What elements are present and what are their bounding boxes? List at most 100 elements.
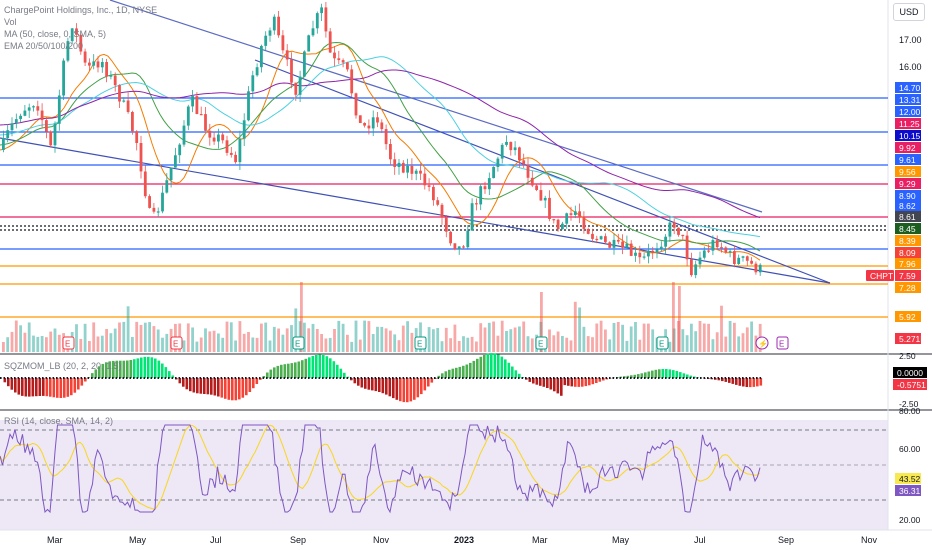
volume-bar (720, 305, 723, 352)
candle-body (36, 106, 40, 111)
candle-body (444, 217, 448, 232)
rsi-level-text: 36.31 (899, 486, 921, 496)
earnings-marker-box (535, 336, 548, 350)
candle-body (715, 240, 719, 248)
sqzmom-dot (521, 377, 524, 379)
sqzmom-dot (721, 377, 723, 379)
sqzmom-bar (668, 369, 672, 378)
candle-body (591, 233, 594, 239)
sqzmom-bar (168, 371, 171, 378)
candle-body (27, 107, 31, 111)
sqzmom-dot (665, 377, 667, 379)
sqzmom-dot (395, 377, 398, 379)
sqzmom-dot (42, 377, 44, 379)
volume-bar (83, 323, 87, 352)
sqzmom-bar (59, 378, 63, 398)
earnings-marker-label: E (417, 340, 422, 349)
sqzmom-bar (325, 356, 329, 378)
volume-bar (548, 329, 551, 352)
sqzmom-dot (94, 377, 97, 379)
time-axis-label: Mar (47, 535, 63, 545)
candle-body (255, 67, 259, 76)
sqzmom-bar (735, 378, 738, 385)
sqzmom-bar (140, 357, 143, 378)
candle-body (10, 123, 14, 131)
sqzmom-title[interactable]: SQZMOM_LB (20, 2, 20, 1.5) (4, 361, 122, 371)
volume-bar (337, 320, 341, 352)
sqzmom-dot (210, 377, 212, 379)
ma-legend[interactable]: MA (50, close, 0, SMA, 5) (4, 29, 107, 39)
volume-bar (186, 323, 190, 352)
candle-body (367, 125, 371, 129)
sqzmom-bar (458, 366, 462, 378)
volume-bar (225, 321, 229, 352)
sqzmom-bar (273, 367, 276, 378)
sqzmom-bar (756, 378, 759, 387)
sqzmom-dot (595, 377, 597, 379)
candle-body (419, 170, 422, 174)
volume-bar (573, 301, 577, 352)
volume-bar (315, 329, 319, 352)
sqzmom-bar (322, 355, 325, 378)
volume-bar (393, 334, 397, 352)
volume-legend[interactable]: Vol (4, 17, 17, 27)
volume-bar (143, 322, 147, 352)
sqzmom-bar (570, 378, 574, 387)
sqzmom-dot (451, 377, 454, 379)
price-level-badge (895, 166, 921, 177)
sqzmom-dot (472, 377, 475, 379)
sqzmom-dot (38, 377, 41, 379)
candle-body (694, 264, 698, 276)
candle-body (453, 243, 457, 250)
time-axis-label: May (612, 535, 630, 545)
sqzmom-dot (112, 377, 114, 379)
sqzmom-bar (63, 378, 66, 398)
sqzmom-bar (644, 372, 647, 378)
time-axis-label: Sep (778, 535, 794, 545)
volume-bar (40, 336, 44, 352)
sqzmom-dot (735, 377, 737, 379)
time-axis-label: Jul (694, 535, 706, 545)
price-level-text: 9.29 (899, 179, 916, 189)
sqzmom-dot (637, 377, 639, 379)
sqzmom-dot (115, 377, 118, 379)
sqzmom-bar (654, 369, 658, 378)
candle-body (561, 223, 564, 230)
candle-body (518, 147, 521, 161)
volume-bar (647, 323, 650, 352)
candle-body (496, 158, 500, 167)
candle-body (651, 250, 655, 252)
ema-legend[interactable]: EMA 20/50/100/200 (4, 41, 84, 51)
candle-body (647, 250, 650, 257)
sqzmom-bar (402, 378, 406, 403)
candle-body (702, 250, 706, 258)
volume-bar (229, 322, 233, 352)
sqzmom-bar (136, 358, 140, 378)
sqzmom-dot (381, 377, 384, 379)
sqzmom-dot (101, 377, 104, 379)
candle-body (195, 96, 199, 114)
sqzmom-bar (542, 378, 546, 387)
rsi-title[interactable]: RSI (14, close, SMA, 14, 2) (4, 416, 114, 426)
volume-bar (88, 341, 91, 352)
candle-body (733, 251, 736, 264)
price-level-text: 9.61 (899, 155, 916, 165)
currency-button[interactable]: USD (893, 3, 925, 21)
sqzmom-bar (430, 378, 434, 383)
sqzmom-bar (686, 374, 689, 378)
sqzmom-dot (329, 377, 331, 379)
candle-body (642, 256, 646, 258)
symbol-title[interactable]: ChargePoint Holdings, Inc., 1D, NYSE (4, 5, 158, 15)
sqzmom-dot (35, 377, 37, 379)
sqzmom-bar (77, 378, 80, 390)
candle-body (229, 152, 233, 155)
sqzmom-dot (168, 377, 170, 379)
volume-bar (642, 323, 646, 352)
volume-bar (320, 334, 323, 352)
sqzmom-dot (308, 377, 310, 379)
sqzmom-bar (42, 378, 45, 396)
sqzmom-bar (45, 378, 49, 397)
candle-body (664, 236, 667, 247)
